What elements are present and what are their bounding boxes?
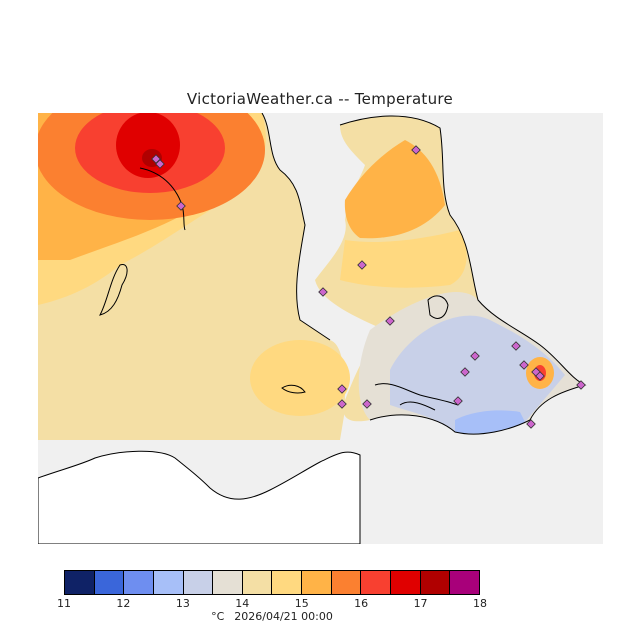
legend-swatch xyxy=(183,571,214,594)
island-1 xyxy=(99,263,128,316)
legend-tick-label: 13 xyxy=(175,597,190,610)
legend-swatch xyxy=(124,571,154,594)
map-title: VictoriaWeather.ca -- Temperature xyxy=(186,90,454,108)
legend-swatch xyxy=(65,571,95,594)
station-marker xyxy=(526,419,536,429)
legend-swatch xyxy=(153,571,184,594)
legend-footer: °C 2026/04/21 00:00 xyxy=(0,610,544,623)
station-marker xyxy=(176,201,186,211)
legend-ticks: 11 12 13 14 15 16 17 18 xyxy=(57,597,487,611)
peninsula-warm xyxy=(344,140,445,239)
station-marker xyxy=(576,380,586,390)
station-marker xyxy=(362,399,372,409)
peninsula-mid xyxy=(340,230,467,288)
legend-tick-label: 15 xyxy=(294,597,309,610)
legend-swatch xyxy=(94,571,125,594)
inlet-south xyxy=(399,401,436,411)
legend-swatch xyxy=(331,571,362,594)
warm-zone-5 xyxy=(116,113,180,178)
station-marker xyxy=(511,341,521,351)
legend-swatch xyxy=(420,571,451,594)
legend-swatch xyxy=(302,571,332,594)
land-south xyxy=(38,450,361,544)
coastline-west xyxy=(261,113,331,341)
station-marker xyxy=(318,287,328,297)
legend-colorbar xyxy=(64,570,480,595)
legend-tick-label: 11 xyxy=(57,597,71,610)
station-marker xyxy=(460,367,470,377)
station-marker xyxy=(411,145,421,155)
legend-tick-label: 14 xyxy=(235,597,250,610)
station-marker xyxy=(519,360,529,370)
legend-swatch xyxy=(391,571,421,594)
warm-patch-central xyxy=(250,340,350,416)
legend-tick-label: 12 xyxy=(116,597,131,610)
station-marker xyxy=(470,351,480,361)
legend-timestamp: 2026/04/21 00:00 xyxy=(234,610,333,623)
legend-tick-label: 17 xyxy=(413,597,428,610)
legend-swatch xyxy=(213,571,243,594)
legend-swatch xyxy=(242,571,273,594)
station-marker xyxy=(357,260,367,270)
station-marker xyxy=(535,371,545,381)
legend-unit: °C xyxy=(211,610,225,623)
legend-swatch xyxy=(450,571,479,594)
legend-swatch xyxy=(361,571,392,594)
coastline-east xyxy=(339,115,587,435)
station-marker xyxy=(337,399,347,409)
station-markers xyxy=(151,145,586,429)
legend-tick-label: 16 xyxy=(354,597,369,610)
legend-swatch xyxy=(272,571,303,594)
inlet-east xyxy=(374,383,459,406)
island-2 xyxy=(281,384,306,394)
legend-tick-label: 18 xyxy=(473,597,487,610)
station-marker xyxy=(453,396,463,406)
station-marker xyxy=(155,159,165,169)
station-marker xyxy=(385,316,395,326)
cool-zone-2 xyxy=(390,315,565,434)
cool-zone-3 xyxy=(455,410,525,434)
station-marker xyxy=(337,384,347,394)
island-3 xyxy=(427,295,449,319)
